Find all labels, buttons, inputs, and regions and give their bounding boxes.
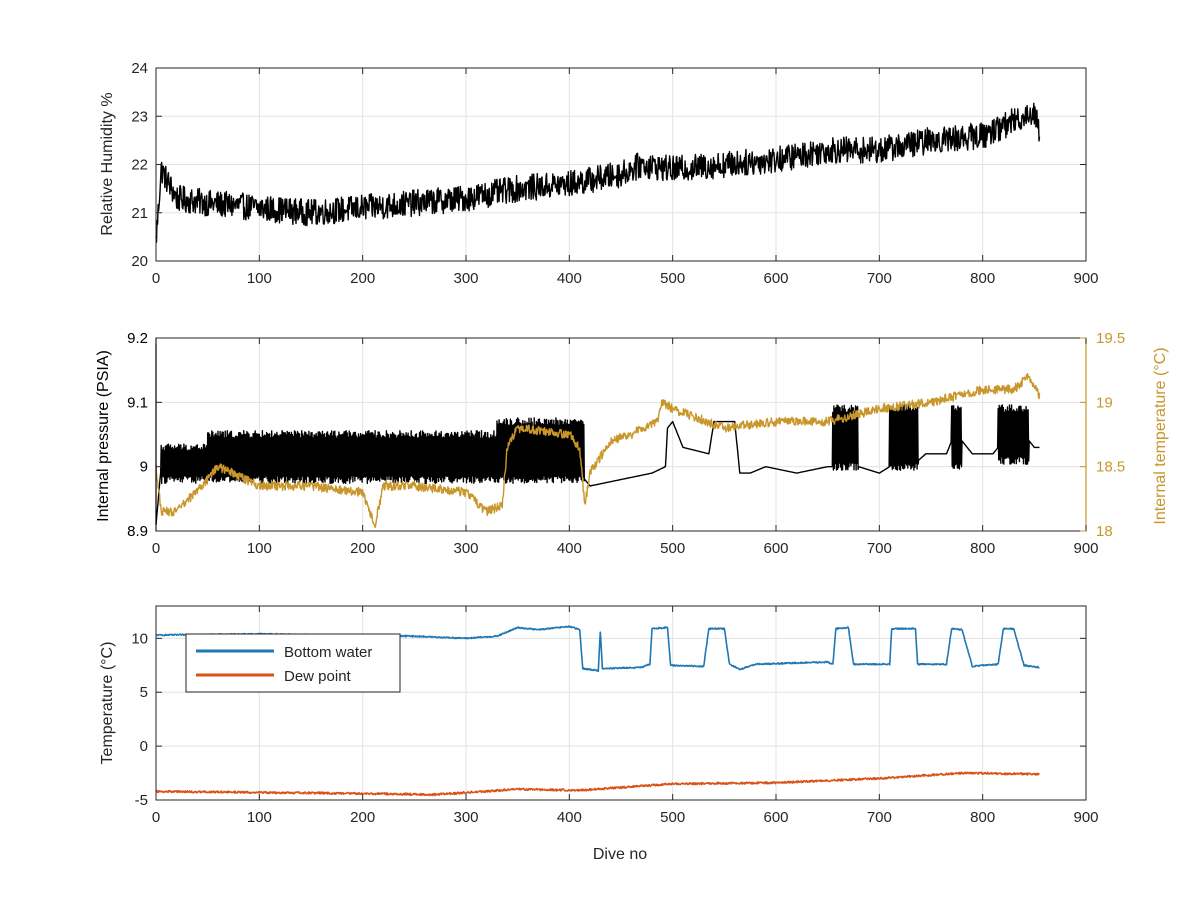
humidity-x-tick-label: 100 xyxy=(247,270,272,287)
pressure-x-tick-label: 400 xyxy=(557,540,582,557)
pressure-y-tick-label: 8.9 xyxy=(127,523,148,540)
pressure-y-tick-label: 9 xyxy=(140,459,148,476)
temperature-x-tick-label: 600 xyxy=(763,809,788,826)
temperature-x-tick-label: 300 xyxy=(453,809,478,826)
humidity-x-tick-label: 0 xyxy=(152,270,160,287)
pressure-x-tick-label: 600 xyxy=(763,540,788,557)
legend-label-bottom-water: Bottom water xyxy=(284,644,372,661)
humidity-x-tick-label: 200 xyxy=(350,270,375,287)
humidity-y-tick-label: 22 xyxy=(131,157,148,174)
pressure-y-tick-label: 9.2 xyxy=(127,330,148,347)
temperature-panel: Temperature (°C) Dive no 0 100 200 300 400 50… xyxy=(99,605,1099,863)
pressure-temperature-panel: Internal pressure (PSIA) Internal temper… xyxy=(95,330,1169,557)
humidity-x-tick-label: 500 xyxy=(660,270,685,287)
pressure-right-y-tick-label: 19 xyxy=(1096,394,1113,411)
pressure-right-y-tick-label: 19.5 xyxy=(1096,330,1125,347)
temperature-x-tick-label: 700 xyxy=(867,809,892,826)
temperature-y-tick-label: 0 xyxy=(140,738,148,755)
temperature-y-tick-label: 10 xyxy=(131,630,148,647)
humidity-series-line xyxy=(155,102,1041,243)
internal-temperature-y-axis-label: Internal temperature (°C) xyxy=(1152,347,1169,524)
pressure-x-tick-label: 700 xyxy=(867,540,892,557)
humidity-y-tick-label: 20 xyxy=(131,253,148,270)
humidity-x-tick-label: 900 xyxy=(1073,270,1098,287)
temperature-x-tick-label: 200 xyxy=(350,809,375,826)
humidity-y-tick-label: 21 xyxy=(131,205,148,222)
temperature-x-tick-label: 0 xyxy=(152,809,160,826)
pressure-right-y-tick-label: 18.5 xyxy=(1096,459,1125,476)
pressure-x-tick-label: 900 xyxy=(1073,540,1098,557)
internal-temperature-series-line xyxy=(155,373,1041,528)
temperature-y-tick-label: 5 xyxy=(140,684,148,701)
dive-number-x-axis-label: Dive no xyxy=(593,846,647,863)
temperature-y-axis-label: Temperature (°C) xyxy=(99,642,116,765)
pressure-x-tick-label: 800 xyxy=(970,540,995,557)
legend: Bottom water Dew point xyxy=(185,633,401,693)
temperature-x-tick-label: 900 xyxy=(1073,809,1098,826)
humidity-x-tick-label: 300 xyxy=(453,270,478,287)
temperature-axes-frame xyxy=(155,605,1087,801)
humidity-y-tick-label: 23 xyxy=(131,108,148,125)
humidity-panel: Relative Humidity % 0 100 200 300 400 500 600 7… xyxy=(99,60,1099,287)
legend-box xyxy=(185,633,401,693)
temperature-x-tick-label: 400 xyxy=(557,809,582,826)
humidity-x-tick-label: 700 xyxy=(867,270,892,287)
humidity-x-tick-label: 400 xyxy=(557,270,582,287)
humidity-y-axis-label: Relative Humidity % xyxy=(99,92,116,235)
dew-point-series-line xyxy=(155,771,1040,797)
pressure-x-tick-label: 0 xyxy=(152,540,160,557)
legend-label-dew-point: Dew point xyxy=(284,668,352,685)
temperature-x-tick-label: 500 xyxy=(660,809,685,826)
humidity-x-tick-label: 600 xyxy=(763,270,788,287)
pressure-x-tick-label: 200 xyxy=(350,540,375,557)
pressure-y-axis-label: Internal pressure (PSIA) xyxy=(95,350,112,522)
pressure-right-y-tick-label: 18 xyxy=(1096,523,1113,540)
humidity-y-tick-label: 24 xyxy=(131,60,148,77)
temperature-x-tick-label: 800 xyxy=(970,809,995,826)
temperature-y-tick-label: -5 xyxy=(135,792,148,809)
pressure-x-tick-label: 300 xyxy=(453,540,478,557)
humidity-x-tick-label: 800 xyxy=(970,270,995,287)
pressure-x-tick-label: 500 xyxy=(660,540,685,557)
pressure-x-tick-label: 100 xyxy=(247,540,272,557)
pressure-y-tick-label: 9.1 xyxy=(127,394,148,411)
temperature-x-tick-label: 100 xyxy=(247,809,272,826)
